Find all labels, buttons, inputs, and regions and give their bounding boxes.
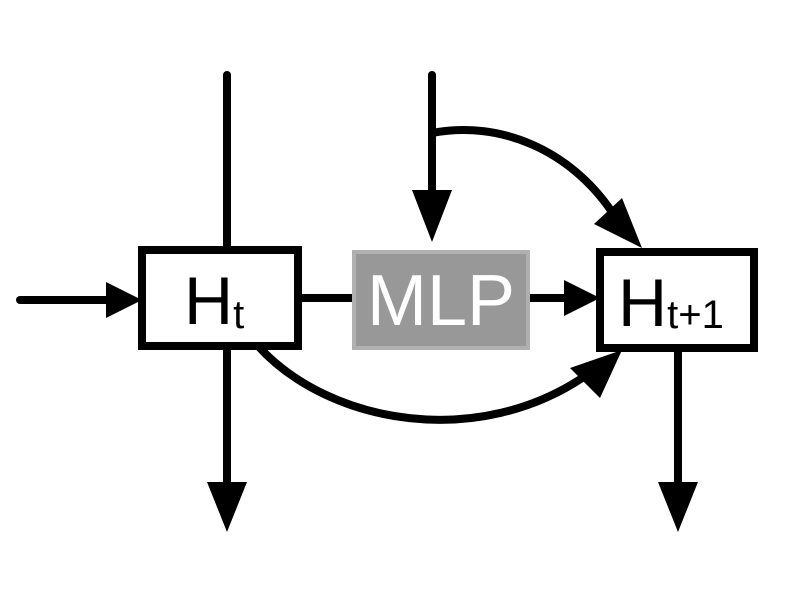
ht1-label-sub: t+1 <box>667 293 724 337</box>
left-input-arrowhead <box>106 282 142 318</box>
top-skip-curve <box>431 126 616 215</box>
mlp-label: MLP <box>367 261 515 341</box>
ht1-label-main: H <box>618 265 667 341</box>
bottom-skip-arrowhead <box>570 350 622 398</box>
top-skip-arrowhead <box>594 198 642 248</box>
ht-label-sub: t <box>233 293 244 337</box>
ht-box <box>138 246 302 350</box>
output-arrow-ht1-head <box>658 482 698 532</box>
bottom-skip-curve <box>255 343 591 424</box>
output-arrow-ht-head <box>207 482 247 532</box>
ht-label-main: H <box>184 263 233 339</box>
ht1-label: Ht+1 <box>618 265 724 341</box>
ht-label: Ht <box>184 263 244 339</box>
mlp-box <box>352 250 530 350</box>
mlp-to-ht1-arrowhead <box>564 280 600 316</box>
ht1-box <box>596 248 758 352</box>
top-input-arrowhead-mlp <box>412 190 452 242</box>
